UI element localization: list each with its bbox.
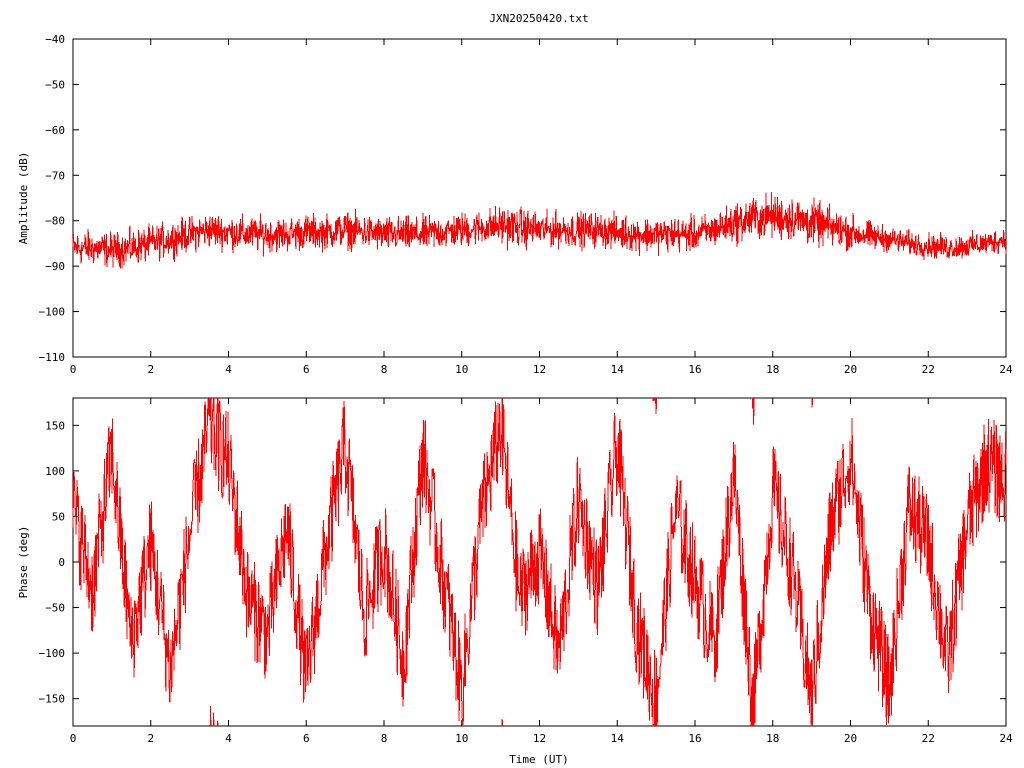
x-tick-label: 10 — [455, 363, 468, 376]
y-tick-label: −50 — [45, 78, 65, 91]
y-tick-label: −100 — [39, 647, 66, 660]
y-tick-label: −90 — [45, 260, 65, 273]
x-tick-label: 24 — [999, 363, 1013, 376]
phase-x-ticks: 0 2 4 6 8 10 12 14 16 18 20 22 24 — [70, 398, 1013, 745]
phase-x-axis-label: Time (UT) — [509, 753, 569, 766]
phase-series-line — [72, 397, 1007, 727]
y-tick-label: 0 — [58, 556, 65, 569]
y-tick-label: 50 — [52, 510, 65, 523]
x-tick-label: 8 — [381, 732, 388, 745]
x-tick-label: 24 — [999, 732, 1013, 745]
y-tick-label: 100 — [45, 465, 65, 478]
amplitude-y-ticks: −110 −100 −90 −80 −70 −60 −50 −40 — [39, 33, 1006, 364]
x-tick-label: 22 — [922, 363, 935, 376]
y-tick-label: −60 — [45, 124, 65, 137]
x-tick-label: 12 — [533, 732, 546, 745]
phase-y-axis-label: Phase (deg) — [17, 526, 30, 599]
y-tick-label: −110 — [39, 351, 66, 364]
x-tick-label: 2 — [147, 363, 154, 376]
amplitude-panel: 0 2 4 6 8 10 12 14 16 18 20 22 24 −110−100−90−80−70−… — [17, 33, 1013, 376]
x-tick-label: 10 — [455, 732, 468, 745]
x-tick-label: 20 — [844, 363, 857, 376]
y-tick-label: −100 — [39, 306, 66, 319]
y-tick-label: 150 — [45, 419, 65, 432]
amplitude-series-line — [72, 192, 1007, 269]
x-tick-label: 18 — [766, 363, 779, 376]
y-tick-label: −70 — [45, 169, 65, 182]
x-tick-label: 0 — [70, 363, 77, 376]
x-tick-label: 2 — [147, 732, 154, 745]
phase-panel: 0 2 4 6 8 10 12 14 16 18 20 22 24 −150−100−500501001… — [17, 397, 1013, 766]
x-tick-label: 12 — [533, 363, 546, 376]
x-tick-label: 6 — [303, 732, 310, 745]
figure-title: JXN20250420.txt — [489, 12, 588, 25]
x-tick-label: 14 — [611, 732, 625, 745]
x-tick-label: 6 — [303, 363, 310, 376]
y-tick-label: −80 — [45, 215, 65, 228]
amplitude-x-ticks: 0 2 4 6 8 10 12 14 16 18 20 22 24 — [70, 39, 1013, 376]
x-tick-label: 8 — [381, 363, 388, 376]
y-tick-label: −150 — [39, 693, 66, 706]
x-tick-label: 22 — [922, 732, 935, 745]
x-tick-label: 4 — [225, 732, 232, 745]
y-tick-label: −50 — [45, 602, 65, 615]
y-tick-label: −40 — [45, 33, 65, 46]
x-tick-label: 14 — [611, 363, 625, 376]
x-tick-label: 16 — [688, 732, 701, 745]
x-tick-label: 18 — [766, 732, 779, 745]
x-tick-label: 0 — [70, 732, 77, 745]
x-tick-label: 20 — [844, 732, 857, 745]
x-tick-label: 16 — [688, 363, 701, 376]
x-tick-label: 4 — [225, 363, 232, 376]
amplitude-y-axis-label: Amplitude (dB) — [17, 152, 30, 245]
